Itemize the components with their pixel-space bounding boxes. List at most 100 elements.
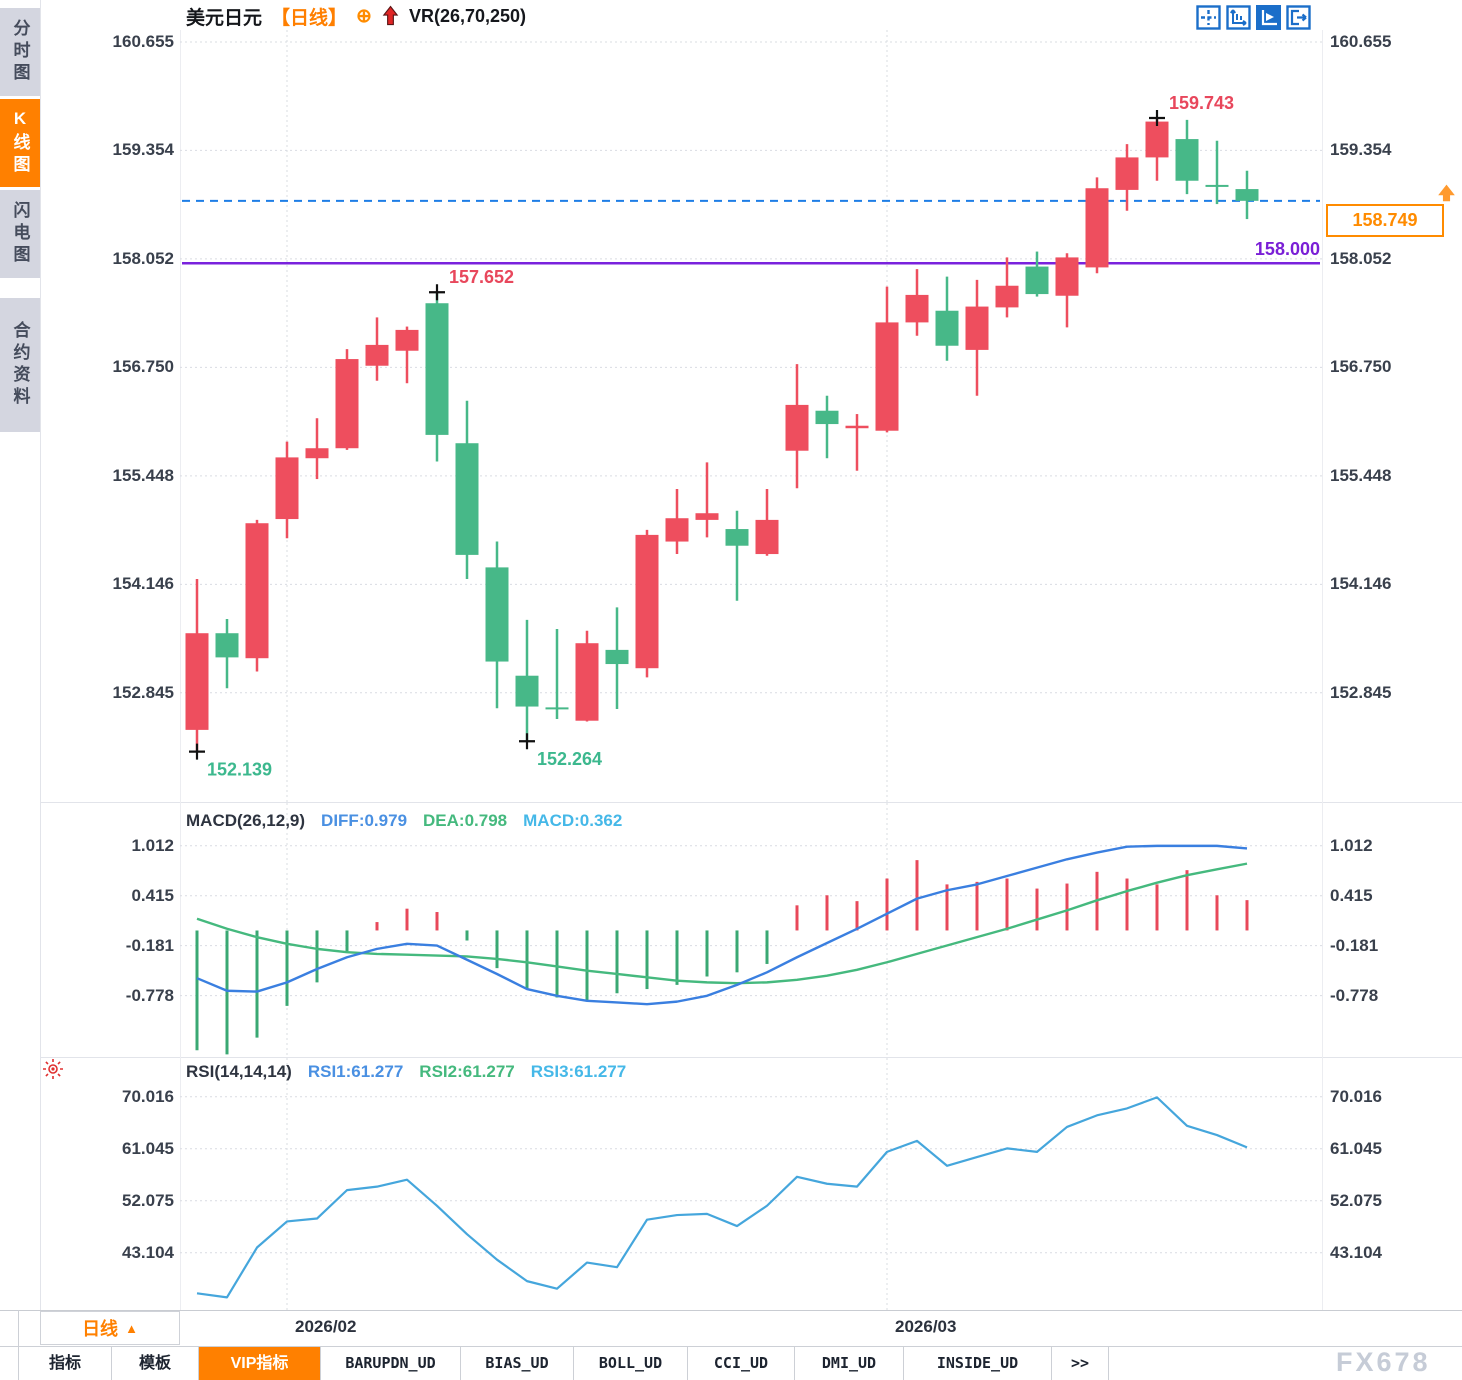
y-tick-label: 52.075 xyxy=(1330,1190,1382,1210)
chart-toolbar xyxy=(1196,5,1311,30)
overlay-indicator-label: VR(26,70,250) xyxy=(408,6,527,26)
exit-chart-icon[interactable] xyxy=(1286,5,1311,30)
period-tag[interactable]: 【日线】 xyxy=(271,8,348,29)
candle xyxy=(755,489,779,556)
pane-separator xyxy=(40,1057,1462,1058)
y-tick-label: 70.016 xyxy=(122,1086,174,1106)
y-tick-label: 156.750 xyxy=(112,357,174,377)
sidebar: 分时图 K线图 闪电图合约资料 xyxy=(0,0,40,1310)
plot-right-border xyxy=(1322,30,1323,1310)
candle xyxy=(605,607,629,710)
tab-cci_ud[interactable]: CCI_UD xyxy=(688,1347,795,1380)
indicator-alert-sun-icon[interactable] xyxy=(42,1058,64,1080)
candle xyxy=(965,279,989,396)
price-annotation: 152.264 xyxy=(537,749,602,769)
y-tick-label: 155.448 xyxy=(112,465,174,485)
y-tick-label: 61.045 xyxy=(1330,1138,1382,1158)
candle xyxy=(905,269,929,336)
y-tick-label: 156.750 xyxy=(1330,357,1392,377)
symbol-name: 美元日元 xyxy=(186,8,263,29)
axis-scale-icon[interactable] xyxy=(1226,5,1251,30)
y-tick-label: 70.016 xyxy=(1330,1086,1382,1106)
candle xyxy=(515,619,539,742)
x-tick-label: 2026/02 xyxy=(295,1317,357,1336)
candle xyxy=(275,441,299,539)
candle xyxy=(785,364,809,489)
sidebar-item-3[interactable]: 闪电图 xyxy=(0,190,40,278)
plot-left-border xyxy=(180,30,181,1310)
candle xyxy=(185,579,209,752)
y-tick-label: 158.052 xyxy=(1330,248,1392,268)
candle xyxy=(665,489,689,555)
tab-dmi_ud[interactable]: DMI_UD xyxy=(795,1347,904,1380)
y-tick-label: 1.012 xyxy=(1330,835,1373,855)
y-tick-label: 158.052 xyxy=(112,248,174,268)
footer-left-border xyxy=(18,1310,19,1380)
sidebar-item-2[interactable]: K线图 xyxy=(0,99,40,187)
price-pane[interactable]: 159.743 157.652 152.139 152.264 xyxy=(180,30,1322,803)
legend-item: DEA:0.798 xyxy=(423,811,508,830)
horizontal-line-label: 158.000 xyxy=(1254,239,1320,259)
tab-模板[interactable]: 模板 xyxy=(112,1347,199,1380)
candle xyxy=(695,462,719,538)
indicator-line xyxy=(196,862,1248,985)
rsi-pane[interactable] xyxy=(180,1058,1322,1310)
candle xyxy=(725,510,749,601)
candle xyxy=(1085,177,1109,274)
candle xyxy=(1205,140,1229,205)
tab-bias_ud[interactable]: BIAS_UD xyxy=(461,1347,574,1380)
macd-title: MACD(26,12,9) xyxy=(186,811,306,830)
y-tick-label: 0.415 xyxy=(131,885,174,905)
candle xyxy=(215,619,239,689)
y-tick-label: 61.045 xyxy=(122,1138,174,1158)
tab-boll_ud[interactable]: BOLL_UD xyxy=(574,1347,688,1380)
candle xyxy=(1055,253,1079,328)
candle xyxy=(1175,119,1199,195)
tab-vip指标[interactable]: VIP指标 xyxy=(199,1347,321,1380)
candle xyxy=(635,529,659,678)
watermark: FX678 xyxy=(1336,1347,1431,1377)
y-tick-label: -0.181 xyxy=(1330,935,1379,955)
period-selector[interactable]: 日线 ▲ xyxy=(40,1311,180,1345)
sidebar-border xyxy=(40,0,41,1310)
macd-pane[interactable] xyxy=(180,803,1322,1058)
tab-指标[interactable]: 指标 xyxy=(18,1347,112,1380)
candle xyxy=(1115,144,1139,211)
candle xyxy=(1235,170,1259,220)
pan-crosshair-icon[interactable] xyxy=(1196,5,1221,30)
extreme-marker xyxy=(189,743,205,760)
sidebar-item-4[interactable]: 合约资料 xyxy=(0,298,40,432)
price-annotation: 157.652 xyxy=(449,267,514,287)
candle xyxy=(425,292,449,462)
y-tick-label: 159.354 xyxy=(1330,140,1392,160)
y-tick-label: -0.778 xyxy=(125,985,174,1005)
candle xyxy=(935,276,959,361)
y-tick-label: 43.104 xyxy=(1330,1242,1382,1262)
tab-inside_ud[interactable]: INSIDE_UD xyxy=(904,1347,1052,1380)
y-tick-label: 159.354 xyxy=(112,140,174,160)
indicator-tabbar: 指标 模板 VIP指标 BARUPDN_UD BIAS_UD BOLL_UD CCI_UD D… xyxy=(0,1346,1462,1380)
up-arrow-icon xyxy=(382,5,399,26)
axis-pointer-active-icon[interactable] xyxy=(1256,5,1281,30)
price-annotation: 152.139 xyxy=(207,760,272,780)
y-tick-label: 152.845 xyxy=(112,682,174,702)
y-tick-label: 160.655 xyxy=(112,32,174,51)
sidebar-item-1[interactable]: 分时图 xyxy=(0,8,40,96)
y-tick-label: 43.104 xyxy=(122,1242,174,1262)
indicator-line xyxy=(196,844,1248,1006)
candle xyxy=(305,418,329,480)
y-tick-label: 160.655 xyxy=(1330,32,1392,51)
y-tick-label: 1.012 xyxy=(131,835,174,855)
zoom-plus-icon[interactable]: ⊕ xyxy=(356,6,372,27)
chart-header: 美元日元 【日线】 ⊕ VR(26,70,250) xyxy=(186,3,526,30)
tab-barupdn_ud[interactable]: BARUPDN_UD xyxy=(321,1347,461,1380)
tab->>[interactable]: >> xyxy=(1052,1347,1109,1380)
current-price-tag: 158.749 xyxy=(1326,204,1444,237)
indicator-line xyxy=(196,1096,1248,1299)
period-selector-label: 日线 xyxy=(82,1319,119,1339)
candle xyxy=(545,629,569,720)
price-annotation: 159.743 xyxy=(1169,93,1234,113)
candle xyxy=(995,257,1019,318)
y-tick-label: -0.778 xyxy=(1330,985,1379,1005)
candle xyxy=(575,630,599,722)
